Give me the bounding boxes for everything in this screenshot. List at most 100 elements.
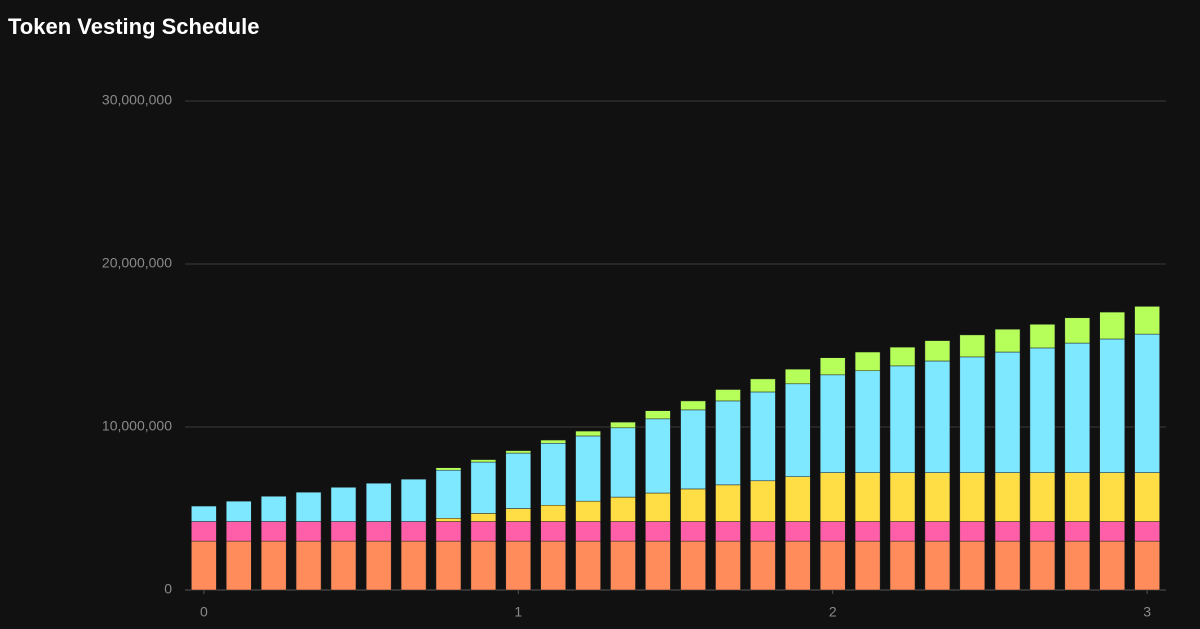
bar-segment: [435, 518, 462, 522]
x-tick-label: 0: [200, 604, 208, 620]
bar-segment: [365, 482, 392, 522]
bar-segment: [889, 365, 916, 473]
bar-segment: [260, 540, 287, 591]
bar-segment: [540, 540, 566, 591]
bar-segment: [645, 410, 671, 420]
bar-segment: [1134, 306, 1160, 335]
bar-segment: [1099, 540, 1125, 591]
bar-segment: [226, 540, 252, 591]
bar-segment: [505, 521, 532, 542]
bar-segment: [1134, 333, 1160, 473]
bar-segment: [785, 521, 811, 542]
y-tick-label: 0: [164, 581, 172, 597]
bar-segment: [260, 496, 287, 522]
bar-segment: [575, 430, 601, 437]
bar-segment: [226, 521, 252, 542]
bar-segment: [994, 472, 1021, 522]
bar-segment: [435, 540, 462, 591]
bar-segment: [819, 540, 846, 591]
bar-segment: [924, 472, 951, 522]
bar-segment: [365, 540, 392, 591]
bar-segment: [959, 472, 986, 522]
bar-segment: [680, 540, 706, 591]
bar-segment: [540, 439, 566, 444]
bar-segment: [889, 521, 916, 542]
bar-segment: [1029, 347, 1056, 473]
bar-segment: [470, 461, 497, 514]
bar-segment: [854, 351, 881, 372]
bar-segment: [680, 488, 706, 522]
bar-segment: [1099, 338, 1125, 473]
bar-segment: [1099, 311, 1125, 340]
bar-segment: [330, 521, 357, 542]
bar-segment: [610, 427, 636, 498]
bar-segment: [750, 480, 776, 522]
bar-segment: [295, 521, 322, 542]
bar-segment: [435, 467, 462, 471]
bar-segment: [854, 370, 881, 473]
bar-segment: [295, 491, 322, 522]
bar-segment: [785, 383, 811, 477]
bar-segment: [1064, 342, 1091, 473]
bar-segment: [854, 540, 881, 591]
bar-segment: [540, 521, 566, 542]
bar-segment: [889, 540, 916, 591]
bar-segment: [715, 521, 741, 542]
bar-segment: [645, 492, 671, 522]
bar-segment: [295, 540, 322, 591]
bar-segment: [1029, 540, 1056, 591]
bar-segment: [505, 508, 532, 522]
bar-segment: [330, 540, 357, 591]
bar-segment: [435, 521, 462, 542]
bar-segment: [505, 450, 532, 454]
bar-segment: [959, 540, 986, 591]
bar-segment: [889, 346, 916, 367]
bar-segment: [854, 521, 881, 542]
bar-segment: [750, 521, 776, 542]
bar-segment: [191, 521, 217, 542]
bar-segment: [924, 521, 951, 542]
y-tick-label: 10,000,000: [102, 418, 172, 434]
bar-segment: [924, 540, 951, 591]
bar-segment: [750, 540, 776, 591]
x-tick-label: 1: [514, 604, 522, 620]
bar-segment: [889, 472, 916, 522]
bar-segment: [715, 540, 741, 591]
bar-segment: [1029, 521, 1056, 542]
bar-segment: [750, 378, 776, 393]
bar-segment: [715, 484, 741, 522]
bar-segment: [959, 356, 986, 473]
bar-segment: [1134, 521, 1160, 542]
bar-segment: [191, 540, 217, 591]
bar-segment: [260, 521, 287, 542]
bar-segment: [365, 521, 392, 542]
bar-segment: [680, 400, 706, 411]
bar-segment: [819, 357, 846, 376]
bar-segment: [1064, 540, 1091, 591]
bar-segment: [191, 505, 217, 522]
bar-segment: [994, 521, 1021, 542]
bar-segment: [470, 459, 497, 463]
x-tick-label: 3: [1143, 604, 1151, 620]
bar-segment: [785, 368, 811, 385]
bar-segment: [470, 513, 497, 522]
bar-segment: [1099, 472, 1125, 522]
bar-segment: [575, 521, 601, 542]
bar-segment: [505, 452, 532, 509]
bar-segment: [400, 521, 427, 542]
bar-segment: [680, 521, 706, 542]
bar-segment: [994, 328, 1021, 353]
bar-segment: [959, 334, 986, 358]
bar-segment: [1064, 521, 1091, 542]
bar-segment: [470, 540, 497, 591]
y-tick-label: 30,000,000: [102, 92, 172, 108]
bar-segment: [400, 540, 427, 591]
bar-segment: [645, 540, 671, 591]
bar-segment: [715, 400, 741, 486]
bar-segment: [1064, 317, 1091, 344]
bar-segment: [854, 472, 881, 522]
chart-title: Token Vesting Schedule: [8, 14, 259, 39]
bar-segment: [505, 540, 532, 591]
bar-segment: [435, 469, 462, 519]
